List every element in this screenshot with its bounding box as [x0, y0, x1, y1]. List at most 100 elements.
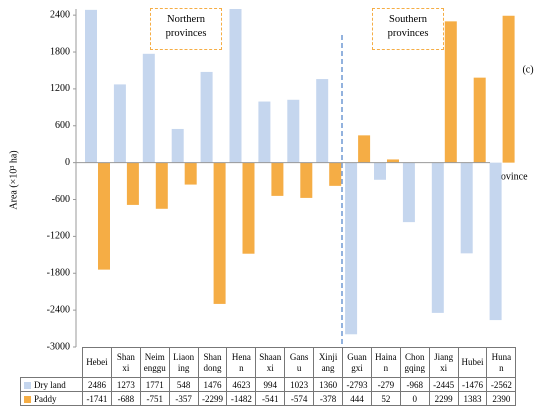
- value-cell: 1383: [457, 391, 488, 406]
- value-cell: 1360: [313, 377, 344, 392]
- category-label: Shaan xi: [255, 347, 286, 378]
- category-label: Hena n: [226, 347, 257, 378]
- bar: [489, 162, 502, 321]
- y-tick-label: 0: [65, 157, 70, 168]
- value-cell: -279: [370, 377, 401, 392]
- bar: [113, 84, 126, 163]
- y-tick-label: -1800: [47, 268, 70, 279]
- bar: [316, 79, 329, 163]
- value-cell: 2390: [486, 391, 517, 406]
- bar: [345, 162, 358, 335]
- category-label: Hubei: [457, 347, 488, 378]
- bar: [258, 101, 271, 163]
- category-label: Jiang xi: [428, 347, 459, 378]
- value-cell: -357: [168, 391, 199, 406]
- y-tick-label: -2400: [47, 304, 70, 315]
- legend-cell: Paddy: [20, 391, 83, 406]
- value-cell: -2299: [197, 391, 228, 406]
- bar: [287, 99, 300, 163]
- bar: [387, 159, 399, 163]
- value-cell: -574: [284, 391, 315, 406]
- header-row: Hebei Shan xi Neim enggu Liaon ing Shan dong…: [21, 347, 517, 378]
- bar: [444, 21, 457, 163]
- bar: [98, 162, 110, 270]
- y-tick-label: 2400: [50, 9, 70, 20]
- value-cell: 52: [370, 391, 401, 406]
- bar: [502, 15, 515, 163]
- value-cell: 2299: [428, 391, 459, 406]
- y-tick-label: -3000: [47, 341, 70, 352]
- bar: [171, 128, 184, 163]
- y-tick-label: -1200: [47, 231, 70, 242]
- y-tick-label: 600: [55, 120, 70, 131]
- value-cell: -2793: [342, 377, 372, 392]
- value-cell: -378: [313, 391, 344, 406]
- data-row: Dry land 2486 1273 1771 548 1476 4623 994 1023 13…: [20, 377, 517, 392]
- value-cell: 444: [342, 391, 372, 406]
- category-label: Shan xi: [110, 347, 141, 378]
- category-label: Hebei: [82, 347, 112, 378]
- bar: [242, 162, 255, 254]
- data-row: Paddy -1741 -688 -751 -357 -2299 -1482 -541 -574…: [20, 391, 517, 406]
- corner: [21, 348, 83, 378]
- category-label: Huna n: [486, 347, 517, 378]
- value-cell: -751: [139, 391, 170, 406]
- legend-label: Dry land: [34, 379, 66, 390]
- bar: [142, 53, 155, 163]
- y-tick-label: -600: [52, 194, 70, 205]
- bar: [126, 162, 139, 205]
- legend-swatch: [24, 381, 31, 389]
- y-tick-label: 1200: [50, 83, 70, 94]
- value-cell: -2562: [486, 377, 517, 392]
- value-cell: 1023: [284, 377, 315, 392]
- bar: [184, 162, 197, 185]
- category-label: Shan dong: [197, 347, 228, 378]
- value-cell: -968: [399, 377, 430, 392]
- bar: [155, 162, 168, 209]
- bar: [271, 162, 284, 196]
- bar: [431, 162, 444, 313]
- bar: [229, 9, 242, 163]
- y-tick-label: 1800: [50, 46, 70, 57]
- bar: [85, 9, 97, 163]
- x-axis-label: Province: [492, 171, 528, 182]
- annotation: Southern provinces: [372, 8, 444, 50]
- value-cell: 548: [168, 377, 199, 392]
- panel-label: (c): [522, 64, 533, 75]
- bar: [374, 162, 386, 180]
- data-table: Hebei Shan xi Neim enggu Liaon ing Shan dong…: [20, 347, 517, 406]
- value-cell: -2445: [428, 377, 459, 392]
- bar: [300, 162, 313, 198]
- value-cell: -688: [110, 391, 141, 406]
- y-axis-label: Area (×10³ ha): [8, 150, 19, 209]
- value-cell: 1476: [197, 377, 228, 392]
- category-label: Xinji ang: [313, 347, 344, 378]
- value-cell: -541: [255, 391, 286, 406]
- bar: [200, 71, 213, 163]
- annotation: Northern provinces: [150, 8, 222, 50]
- value-cell: -1741: [82, 391, 112, 406]
- bar: [402, 162, 415, 223]
- value-cell: -1482: [226, 391, 257, 406]
- value-cell: 0: [399, 391, 430, 406]
- category-label: Gans u: [284, 347, 315, 378]
- value-cell: 994: [255, 377, 286, 392]
- bar: [358, 135, 371, 163]
- legend-cell: Dry land: [20, 377, 83, 392]
- value-cell: 4623: [226, 377, 257, 392]
- bar: [213, 162, 226, 304]
- legend-label: Paddy: [34, 393, 57, 404]
- category-label: Liaon ing: [168, 347, 199, 378]
- bar: [460, 162, 473, 254]
- legend-swatch: [24, 395, 31, 403]
- category-label: Haina n: [370, 347, 401, 378]
- category-label: Neim enggu: [139, 347, 170, 378]
- category-label: Chon gqing: [399, 347, 430, 378]
- value-cell: 2486: [82, 377, 112, 392]
- bars: [85, 9, 515, 335]
- value-cell: -1476: [457, 377, 488, 392]
- bar: [473, 77, 486, 163]
- category-label: Guan gxi: [342, 347, 372, 378]
